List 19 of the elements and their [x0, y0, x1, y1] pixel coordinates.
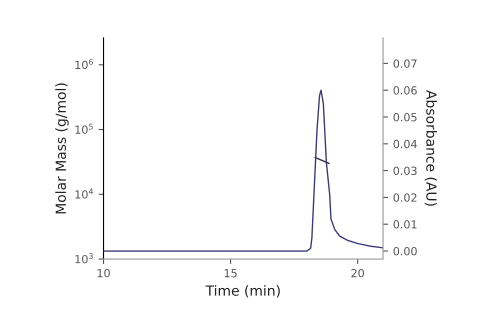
y2-tick-label: 0.03: [394, 166, 417, 175]
y2-tick-label: 0.06: [394, 86, 417, 95]
line-series: [104, 90, 384, 252]
y2-tick-label: 0.01: [394, 220, 416, 229]
x-tick-label: 10: [98, 268, 110, 278]
x-axis-title: Time (min): [206, 285, 280, 298]
y2-tick-label: 0.04: [394, 140, 417, 148]
x-tick-label: 15: [224, 269, 237, 278]
y-tick-label: 10$^{5}$: [75, 124, 93, 134]
y-tick-label: 10$^{6}$: [75, 58, 93, 70]
y-tick-label: 10$^{4}$: [75, 188, 94, 199]
y2-tick-label: 0.07: [394, 59, 417, 68]
y-axis-title: Molar Mass (g/mol): [55, 83, 69, 214]
x-tick-label: 20: [351, 268, 364, 278]
y2-tick-label: 0.00: [394, 246, 417, 256]
y-tick-label: 10$^{3}$: [75, 253, 93, 264]
y2-tick-label: 0.05: [394, 112, 417, 122]
y2-tick-label: 0.02: [394, 193, 416, 202]
y2-axis-title: Absorbance (AU): [424, 90, 437, 206]
